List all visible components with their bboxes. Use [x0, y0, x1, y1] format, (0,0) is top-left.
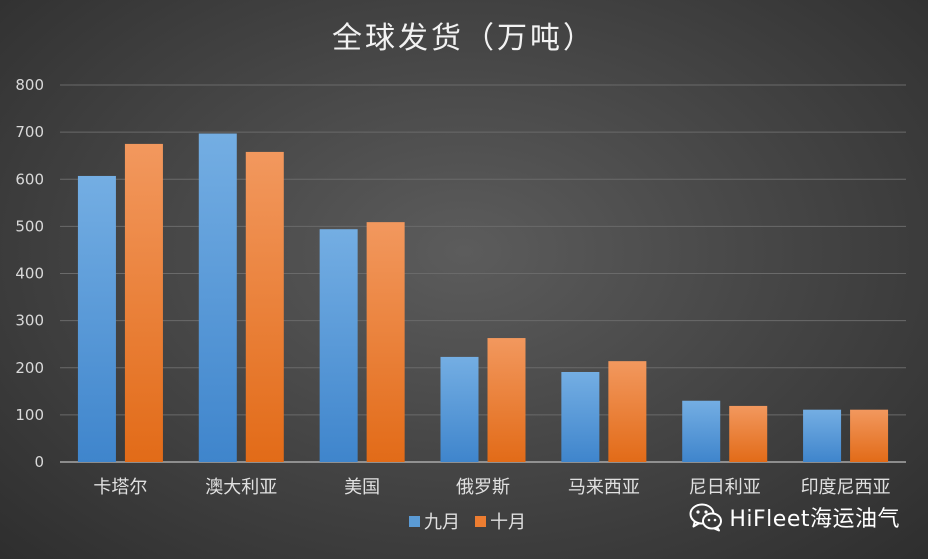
x-category-label: 卡塔尔 — [93, 477, 147, 498]
bar-九月-美国 — [319, 229, 358, 462]
chart-title: 全球发货（万吨） — [332, 21, 596, 56]
watermark-text: HiFleet海运油气 — [729, 507, 900, 532]
y-tick-label: 600 — [15, 170, 44, 188]
legend-swatch — [409, 516, 420, 527]
x-category-label: 美国 — [344, 477, 380, 498]
legend: 九月 十月 — [409, 512, 526, 533]
x-category-label: 印度尼西亚 — [801, 477, 891, 498]
bar-九月-尼日利亚 — [682, 400, 721, 462]
bar-十月-俄罗斯 — [487, 338, 526, 462]
y-tick-label: 500 — [15, 217, 44, 235]
bar-十月-马来西亚 — [608, 361, 647, 462]
y-tick-label: 400 — [15, 265, 44, 283]
x-category-label: 马来西亚 — [568, 477, 640, 498]
y-axis-ticks: 0 100 200 300 400 500 600 700 800 — [15, 76, 44, 471]
y-tick-label: 0 — [34, 453, 44, 471]
bar-九月-俄罗斯 — [440, 356, 479, 462]
bars — [77, 133, 889, 463]
watermark: HiFleet海运油气 — [689, 501, 900, 533]
bar-十月-尼日利亚 — [729, 405, 768, 462]
x-category-label: 俄罗斯 — [456, 477, 510, 498]
bar-十月-澳大利亚 — [245, 151, 284, 463]
x-axis-labels: 卡塔尔 澳大利亚 美国 俄罗斯 马来西亚 尼日利亚 印度尼西亚 — [93, 477, 890, 498]
bar-九月-卡塔尔 — [77, 175, 116, 463]
y-tick-label: 800 — [15, 76, 44, 94]
bar-十月-卡塔尔 — [124, 143, 163, 462]
legend-swatch — [475, 516, 486, 527]
gridlines — [60, 84, 906, 463]
bar-九月-澳大利亚 — [198, 133, 237, 462]
x-category-label: 澳大利亚 — [205, 477, 277, 498]
wechat-icon — [689, 503, 723, 532]
y-tick-label: 100 — [15, 406, 44, 424]
bar-九月-马来西亚 — [561, 371, 600, 462]
bar-十月-印度尼西亚 — [850, 409, 889, 462]
y-tick-label: 300 — [15, 312, 44, 330]
legend-label: 九月 — [424, 512, 460, 533]
legend-label: 十月 — [490, 512, 526, 533]
bar-九月-印度尼西亚 — [803, 409, 842, 462]
x-category-label: 尼日利亚 — [689, 477, 761, 498]
y-tick-label: 200 — [15, 359, 44, 377]
bar-十月-美国 — [366, 222, 405, 462]
y-tick-label: 700 — [15, 123, 44, 141]
